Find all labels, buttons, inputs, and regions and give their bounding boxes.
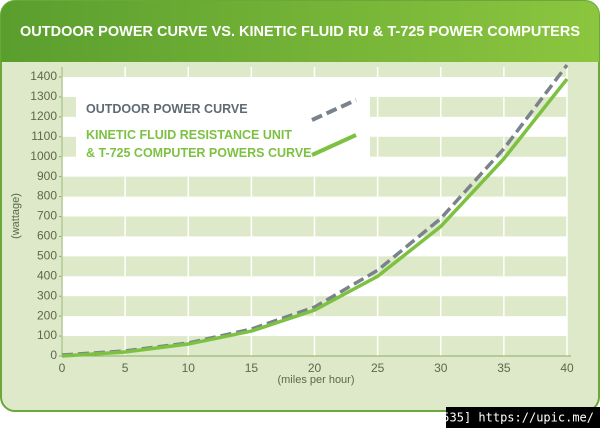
title-banner bbox=[1, 1, 599, 62]
y-tick-label: 500 bbox=[37, 249, 57, 263]
y-tick-label: 1200 bbox=[30, 109, 57, 123]
y-tick-label: 100 bbox=[37, 328, 57, 342]
y-tick-label: 800 bbox=[37, 189, 57, 203]
legend-label: OUTDOOR POWER CURVE bbox=[86, 102, 248, 116]
x-axis-label: (miles per hour) bbox=[277, 374, 354, 386]
y-tick-label: 200 bbox=[37, 308, 57, 322]
x-tick-label: 5 bbox=[122, 361, 129, 375]
legend-swatch bbox=[311, 98, 357, 122]
x-tick-label: 0 bbox=[59, 361, 66, 375]
legend-label: KINETIC FLUID RESISTANCE UNIT & T-725 COM… bbox=[86, 128, 312, 160]
x-tick-label: 40 bbox=[560, 361, 574, 375]
y-tick-label: 900 bbox=[37, 169, 57, 183]
y-tick-label: 1100 bbox=[31, 129, 57, 143]
y-tick-label: 1300 bbox=[30, 89, 57, 103]
legend-box bbox=[76, 92, 370, 170]
x-tick-label: 35 bbox=[497, 361, 511, 375]
y-tick-label: 300 bbox=[37, 288, 57, 302]
y-tick-label: 0 bbox=[50, 348, 57, 362]
legend-swatch bbox=[311, 133, 357, 157]
chart-title: OUTDOOR POWER CURVE VS. KINETIC FLUID RU… bbox=[20, 23, 580, 40]
legend: OUTDOOR POWER CURVE KINETIC FLUID RESISTA… bbox=[76, 92, 370, 170]
watermark: [785x535] https://upic.me/ bbox=[406, 411, 594, 425]
y-tick-label: 1400 bbox=[30, 69, 57, 83]
x-tick-label: 20 bbox=[308, 361, 322, 375]
x-tick-label: 15 bbox=[245, 361, 259, 375]
series-line bbox=[61, 77, 569, 358]
y-tick-label: 600 bbox=[37, 229, 57, 243]
x-tick-label: 30 bbox=[434, 361, 448, 375]
y-axis-label: (wattage) bbox=[10, 193, 22, 239]
y-tick-label: 1000 bbox=[30, 149, 57, 163]
y-tick-label: 700 bbox=[37, 209, 57, 223]
x-tick-label: 25 bbox=[371, 361, 385, 375]
y-tick-label: 400 bbox=[37, 268, 57, 282]
watermark-box bbox=[446, 407, 600, 428]
x-tick-label: 10 bbox=[182, 361, 196, 375]
